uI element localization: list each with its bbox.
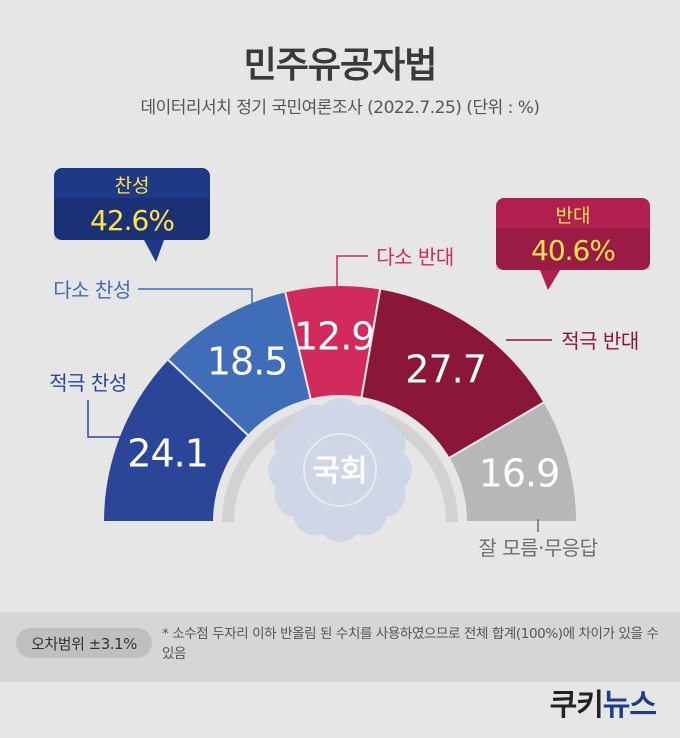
segment-label-4: 적극 반대 <box>561 329 638 353</box>
segment-label-5: 잘 모름·무응답 <box>478 536 597 560</box>
margin-of-error-badge: 오차범위 ±3.1% <box>16 628 152 658</box>
segment-5 <box>447 400 579 523</box>
leader-line-1 <box>87 400 122 438</box>
group-box-tail-2 <box>540 270 560 290</box>
segment-value-4: 27.7 <box>405 348 486 392</box>
segment-label-2: 다소 찬성 <box>53 278 130 302</box>
brand-logo: 쿠키뉴스 <box>549 680 657 724</box>
group-value-1: 42.6% <box>90 204 174 237</box>
emblem-icon <box>268 398 412 542</box>
segment-value-2: 18.5 <box>207 339 288 383</box>
group-box-shade-1 <box>54 198 210 240</box>
segment-label-3: 다소 반대 <box>376 245 453 269</box>
segment-label-1: 적극 찬성 <box>49 371 126 395</box>
segment-value-1: 24.1 <box>127 432 208 476</box>
semicircle-chart: 24.1 18.512.9 27.7 16.9 국회 적극 찬성 다소 찬성 다소 반대적극 … <box>49 168 650 560</box>
group-label-2: 반대 <box>556 205 591 227</box>
chart-title: 민주유공자법 <box>243 45 438 86</box>
group-value-2: 40.6% <box>531 234 615 267</box>
segment-4 <box>360 287 546 460</box>
footnote: * 소수점 두자리 이하 반올림 된 수치를 사용하였으므로 전체 합계(100… <box>162 626 659 662</box>
chart-subtitle: 데이터리서치 정기 국민여론조사 (2022.7.25) (단위 : %) <box>140 98 540 118</box>
leader-line-3 <box>336 255 368 294</box>
leader-line-2 <box>138 288 253 305</box>
group-box-tail-1 <box>144 240 164 262</box>
segment-value-5: 16.9 <box>479 451 560 495</box>
group-box-1 <box>54 168 210 240</box>
logo-part-2: 뉴스 <box>602 688 657 723</box>
group-box-2 <box>496 198 650 270</box>
group-box-shade-2 <box>496 228 650 270</box>
group-label-1: 찬성 <box>115 175 150 197</box>
logo-part-1: 쿠키 <box>549 688 604 723</box>
emblem-text: 국회 <box>312 454 367 489</box>
segment-value-3: 12.9 <box>294 315 375 359</box>
